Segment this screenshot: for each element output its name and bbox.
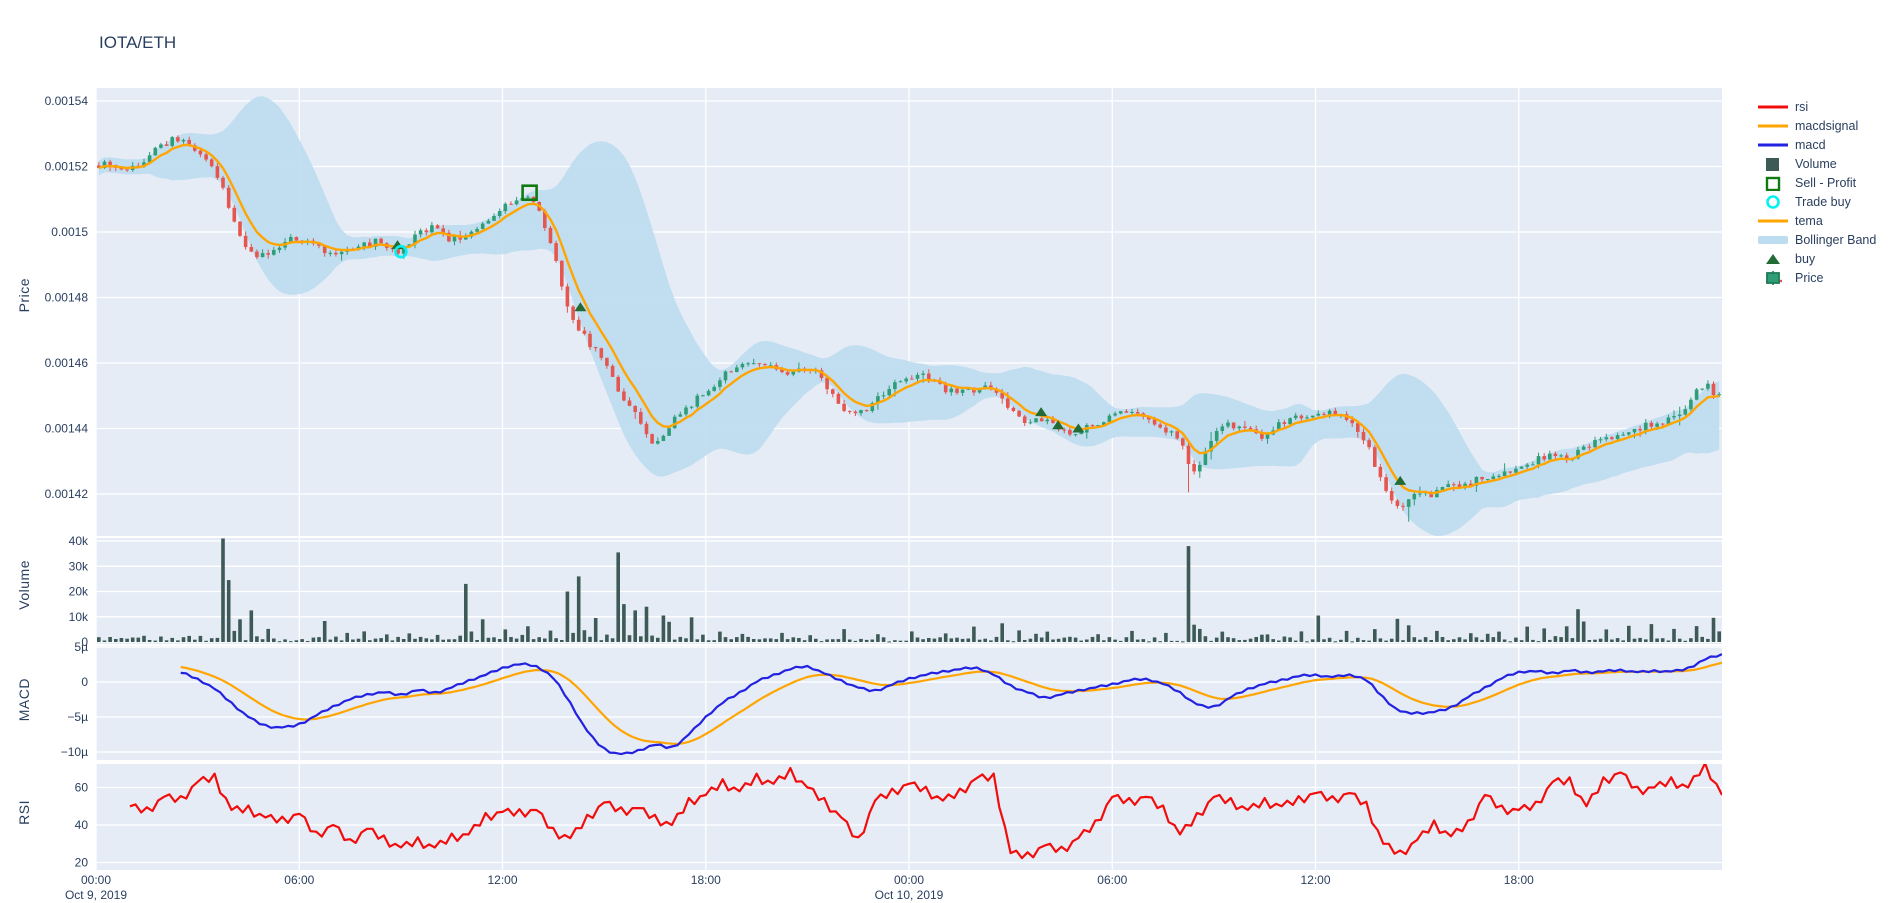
buy-marker: [1052, 420, 1065, 430]
svg-text:−10µ: −10µ: [61, 745, 88, 759]
buy-triangle-icon: [1757, 251, 1789, 267]
svg-text:12:00: 12:00: [487, 873, 517, 887]
svg-text:0.00142: 0.00142: [45, 487, 89, 501]
rsi-line-icon: [1757, 99, 1789, 115]
legend-label: Volume: [1795, 156, 1837, 171]
svg-text:06:00: 06:00: [1097, 873, 1127, 887]
macdsignal-line: [180, 661, 1722, 746]
svg-text:18:00: 18:00: [1504, 873, 1534, 887]
svg-text:10k: 10k: [69, 610, 89, 624]
trade-buy-marker: [394, 244, 408, 259]
svg-text:20k: 20k: [69, 585, 89, 599]
svg-text:0: 0: [81, 635, 88, 649]
svg-text:5µ: 5µ: [74, 640, 88, 654]
svg-text:0.00144: 0.00144: [45, 422, 89, 436]
legend-item-macdsignal[interactable]: macdsignal: [1757, 116, 1876, 135]
legend: rsi macdsignal macd Volume Sell - Profit Trad…: [1757, 97, 1876, 287]
legend-label: macd: [1795, 137, 1826, 152]
svg-text:0.00146: 0.00146: [45, 356, 89, 370]
chart-title: IOTA/ETH: [99, 33, 177, 52]
macdsignal-line-icon: [1757, 118, 1789, 134]
svg-text:18:00: 18:00: [691, 873, 721, 887]
svg-text:40k: 40k: [69, 534, 89, 548]
svg-text:00:00: 00:00: [81, 873, 111, 887]
macd-axis-ticks: 5µ 0 −5µ −10µ: [61, 640, 89, 759]
svg-text:20: 20: [75, 856, 89, 870]
svg-text:30k: 30k: [69, 559, 89, 573]
buy-marker: [574, 302, 587, 312]
rsi-line: [129, 764, 1722, 860]
buy-marker: [1035, 407, 1048, 417]
volume-bars: [97, 538, 1721, 643]
macd-line: [180, 653, 1722, 756]
legend-label: Bollinger Band: [1795, 232, 1877, 247]
legend-item-rsi[interactable]: rsi: [1757, 97, 1876, 116]
legend-item-sell-profit[interactable]: Sell - Profit: [1757, 173, 1876, 192]
svg-text:Oct 9, 2019: Oct 9, 2019: [65, 888, 127, 902]
legend-label: Price: [1795, 270, 1824, 285]
legend-item-price[interactable]: Price: [1757, 268, 1876, 287]
legend-label: buy: [1795, 251, 1816, 266]
macd-line-icon: [1757, 137, 1789, 153]
svg-text:0.0015: 0.0015: [51, 225, 88, 239]
svg-text:12:00: 12:00: [1300, 873, 1330, 887]
volume-square-filled-icon: [1757, 156, 1789, 172]
svg-text:0.00148: 0.00148: [45, 291, 89, 305]
sell-profit-marker: [521, 184, 538, 201]
legend-label: tema: [1795, 213, 1823, 228]
tema-line: [98, 143, 1720, 495]
sell-profit-square-open-icon: [1757, 175, 1789, 191]
price-candle-icon: [1757, 270, 1789, 286]
svg-text:−5µ: −5µ: [67, 710, 88, 724]
legend-item-volume[interactable]: Volume: [1757, 154, 1876, 173]
tema-line-icon: [1757, 213, 1789, 229]
svg-text:60: 60: [75, 781, 89, 795]
buy-marker: [1394, 475, 1407, 485]
gridlines: [95, 88, 1722, 870]
buy-marker: [1072, 423, 1085, 433]
volume-axis-ticks: 40k 30k 20k 10k 0: [69, 534, 89, 649]
trade-buy-circle-open-icon: [1757, 194, 1789, 210]
svg-text:00:00: 00:00: [894, 873, 924, 887]
legend-label: Trade buy: [1795, 194, 1851, 209]
legend-item-macd[interactable]: macd: [1757, 135, 1876, 154]
legend-label: Sell - Profit: [1795, 175, 1857, 190]
legend-item-bollinger-band[interactable]: Bollinger Band: [1757, 230, 1876, 249]
legend-item-trade-buy[interactable]: Trade buy: [1757, 192, 1876, 211]
price-axis-ticks: 0.00154 0.00152 0.0015 0.00148 0.00146 0.0014…: [45, 94, 89, 501]
svg-text:06:00: 06:00: [284, 873, 314, 887]
svg-text:0.00154: 0.00154: [45, 94, 89, 108]
svg-text:Oct 10, 2019: Oct 10, 2019: [875, 888, 944, 902]
legend-item-buy[interactable]: buy: [1757, 249, 1876, 268]
svg-text:0: 0: [81, 675, 88, 689]
svg-text:0.00152: 0.00152: [45, 160, 89, 174]
bollinger-band-area: [98, 96, 1720, 536]
bollinger-band-band-icon: [1757, 232, 1789, 248]
legend-label: rsi: [1795, 99, 1809, 114]
x-axis-ticks: 00:00 06:00 12:00 18:00 00:00 06:00 12:00 18:00…: [65, 873, 1534, 902]
rsi-axis-ticks: 60 40 20: [75, 781, 89, 870]
legend-item-tema[interactable]: tema: [1757, 211, 1876, 230]
svg-text:40: 40: [75, 818, 89, 832]
legend-label: macdsignal: [1795, 118, 1859, 133]
